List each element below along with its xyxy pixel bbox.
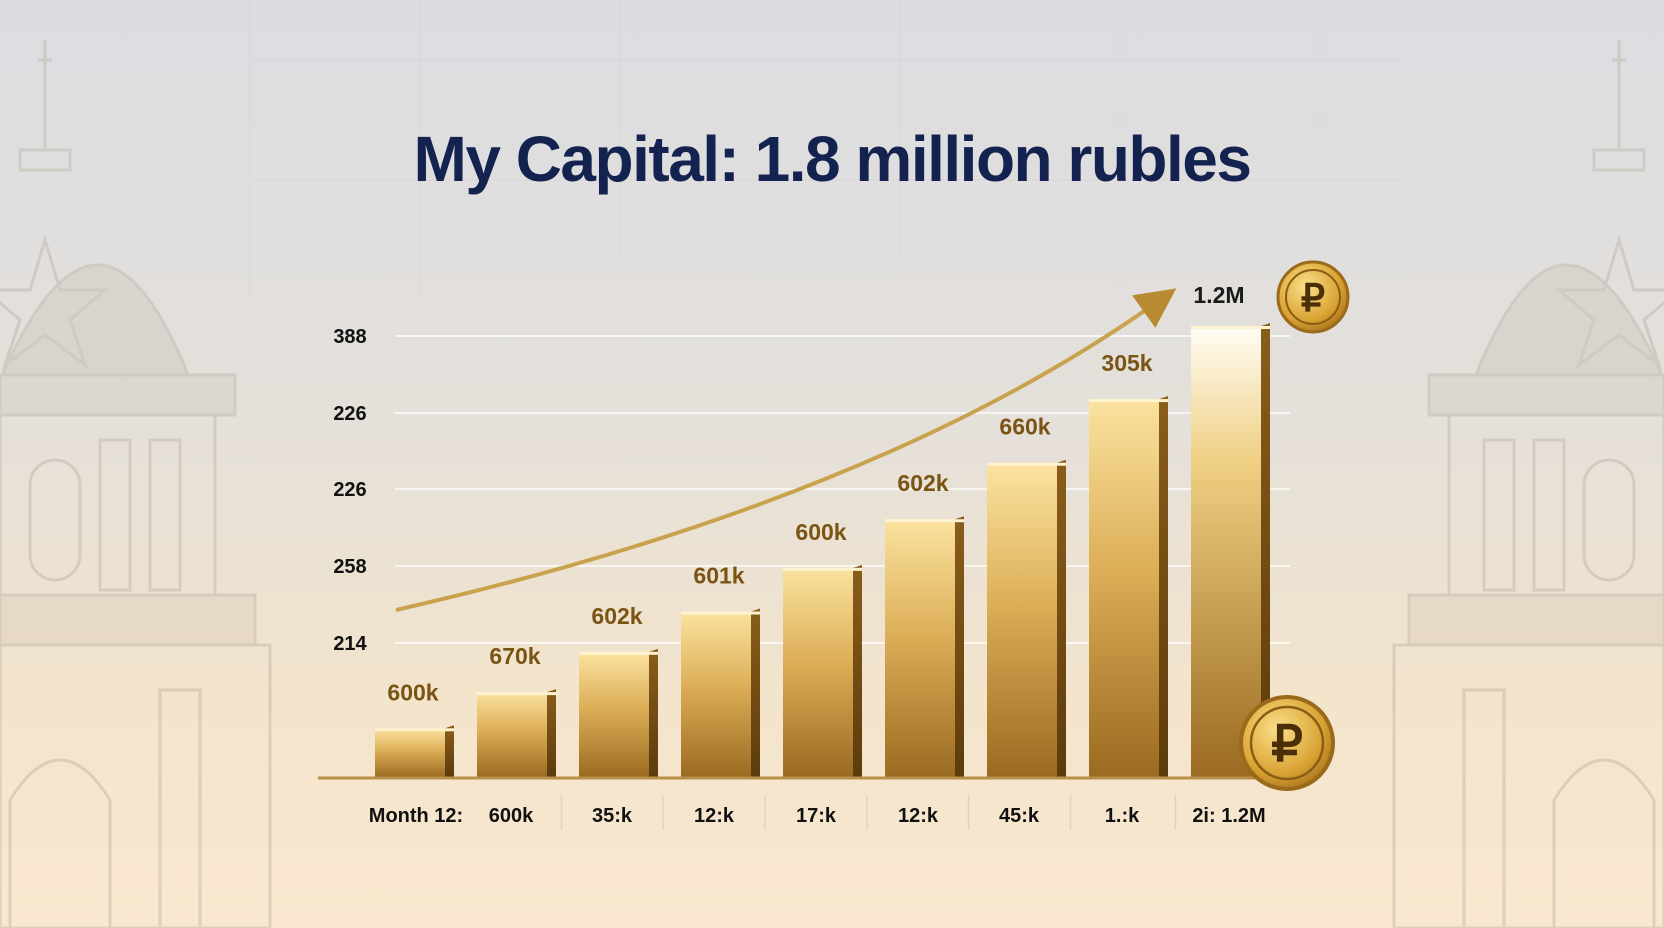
svg-text:₽: ₽ <box>1271 716 1303 772</box>
x-tick-label: 12:k <box>694 805 735 827</box>
bar-value-label: 305k <box>1101 350 1152 376</box>
bar-side <box>1057 459 1066 778</box>
bar-value-label: 660k <box>999 414 1050 440</box>
bar-side <box>547 689 556 778</box>
bar-value-label: 602k <box>591 603 642 629</box>
bar-value-label: 600k <box>387 679 438 705</box>
bar-top <box>1191 326 1270 329</box>
x-tick-label: 17:k <box>796 805 837 827</box>
bar-value-label: 600k <box>795 519 846 545</box>
svg-text:₽: ₽ <box>1301 278 1325 320</box>
x-tick-label: 2i: 1.2M <box>1192 805 1265 827</box>
bar-side <box>1261 323 1270 778</box>
bar-top <box>681 611 760 615</box>
y-tick-label: 258 <box>333 556 366 578</box>
bar-value-label: 602k <box>897 470 948 496</box>
chart-title: My Capital: 1.8 million rubles <box>413 123 1252 195</box>
bar-value-label: 1.2M <box>1193 282 1244 308</box>
bar-top <box>579 651 658 655</box>
y-tick-label: 226 <box>333 403 366 425</box>
bar <box>783 567 853 778</box>
bar-side <box>445 725 454 778</box>
x-tick-label: 600k <box>489 805 534 827</box>
bar-side <box>751 608 760 778</box>
bar <box>1089 399 1159 778</box>
bar-top <box>885 519 964 523</box>
bar <box>1191 326 1261 778</box>
x-tick-label: Month 12: <box>369 805 463 827</box>
bar-side <box>649 648 658 778</box>
bar-top <box>1089 399 1168 403</box>
bar-top <box>375 728 454 732</box>
bar <box>579 651 649 778</box>
bar-value-label: 601k <box>693 563 744 589</box>
y-tick-label: 214 <box>333 633 367 655</box>
x-tick-label: 1.:k <box>1105 805 1140 827</box>
bar-value-label: 670k <box>489 643 540 669</box>
bar-top <box>987 462 1066 466</box>
bar <box>885 519 955 778</box>
y-tick-label: 226 <box>333 479 366 501</box>
y-tick-label: 388 <box>333 326 366 348</box>
bar-side <box>853 564 862 778</box>
bar <box>477 692 547 778</box>
bar <box>681 611 751 778</box>
trend-arrow <box>395 288 1177 612</box>
x-tick-label: 45:k <box>999 805 1040 827</box>
ruble-coin-icon: ₽ <box>1239 695 1335 791</box>
bar-side <box>1159 396 1168 778</box>
x-tick-label: 35:k <box>592 805 633 827</box>
bar-top <box>477 692 556 696</box>
bar-side <box>955 516 964 778</box>
bar-top <box>783 567 862 571</box>
bar <box>987 462 1057 778</box>
x-tick-label: 12:k <box>898 805 939 827</box>
bar <box>375 728 445 778</box>
ruble-coin-icon: ₽ <box>1276 260 1350 334</box>
